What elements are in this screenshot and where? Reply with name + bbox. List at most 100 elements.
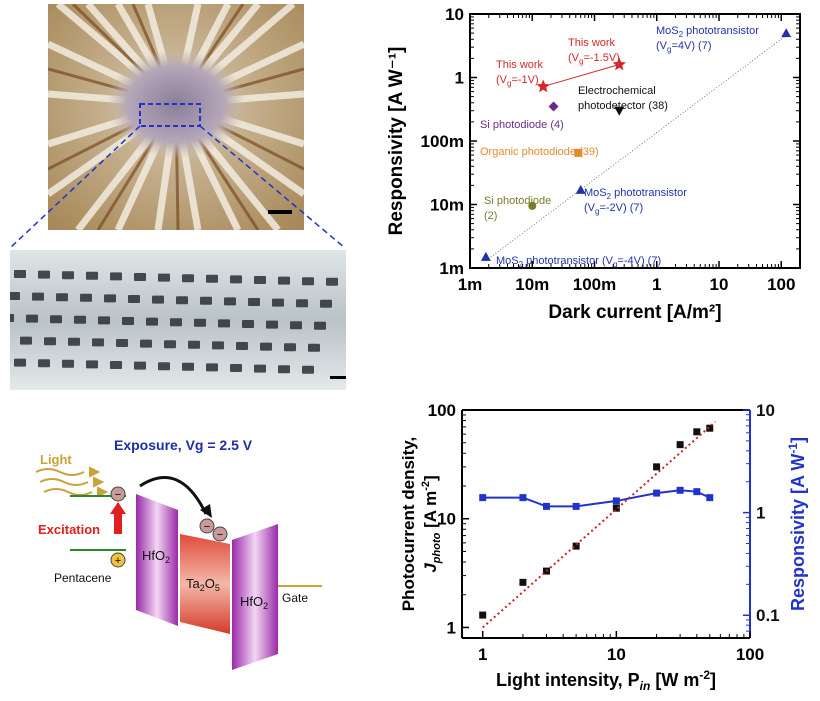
point-mos2-vg-2v — [575, 184, 586, 194]
chart2-y-right-tick: 1 — [756, 504, 765, 523]
svg-text:Ta2O5: Ta2O5 — [186, 576, 220, 593]
chart1-x-tick: 10m — [515, 275, 549, 294]
svg-text:MoS2 phototransistor (Vg=-4V): MoS2 phototransistor (Vg=-4V) (7) — [496, 255, 661, 269]
gate-label: Gate — [282, 591, 308, 605]
chart1-x-tick: 1 — [652, 275, 661, 294]
chart2-y-right-label: Responsivity [A W-1] — [786, 437, 808, 611]
trapped-electron-1 — [199, 518, 215, 534]
zoom-photo-image — [0, 250, 346, 390]
zoom-lines — [9, 125, 346, 249]
svg-text:(Vg=4V) (7): (Vg=4V) (7) — [656, 40, 712, 54]
photocurrent-point — [479, 611, 487, 619]
svg-text:−: − — [115, 489, 121, 501]
chart1-x-label: Dark current [A/m²] — [548, 302, 721, 323]
svg-text:Jphoto [A m-2]: Jphoto [A m-2] — [420, 475, 443, 572]
chart2-y-right-tick: 0.1 — [756, 606, 780, 625]
responsivity-point — [653, 489, 661, 497]
point-si-photodiode-4 — [548, 101, 559, 112]
chart1-y-tick: 100m — [421, 132, 464, 151]
responsivity-point — [479, 494, 487, 502]
chart1-y-label: Responsivity [A W⁻¹] — [386, 47, 407, 236]
chart2-y-left-tick: 10 — [437, 510, 456, 529]
zoom-box — [139, 103, 201, 127]
chart1-y-tick: 10m — [430, 196, 464, 215]
scale-bar-top — [268, 210, 292, 214]
photocurrent-point — [706, 424, 714, 432]
chart1-trend-line — [485, 35, 787, 262]
electron — [110, 486, 126, 502]
ta2o5-block — [180, 534, 230, 634]
responsivity-line — [482, 489, 711, 508]
photocurrent-point — [612, 504, 620, 512]
organic-label: Organic photodiode (39) — [480, 146, 599, 158]
photocurrent-point — [519, 578, 527, 586]
svg-text:−: − — [204, 521, 210, 533]
chart1-x-tick: 100m — [573, 275, 616, 294]
chart2-y-right-tick: 10 — [756, 401, 775, 420]
chart2-y-left-tick: 1 — [447, 618, 456, 637]
chart2-y-left-tick: 100 — [428, 401, 456, 420]
chart2-x-tick: 10 — [607, 645, 626, 664]
this-work-1.5v-label: This work (Vg=-1.5V) — [568, 37, 620, 66]
point-electrochemical-photodetector — [614, 106, 625, 116]
responsivity-point — [519, 494, 527, 502]
array-photo — [45, 1, 307, 233]
scale-bar-bottom — [330, 376, 346, 379]
chart2-y-left-label: Photocurrent density, Jphoto [A m-2] — [399, 437, 443, 611]
this-work-1v-label: This work (Vg=-1V) — [496, 59, 544, 88]
photocurrent-point — [653, 463, 661, 471]
point-this-work-vg-1.5v — [612, 57, 626, 71]
trapped-electron-2 — [212, 526, 228, 542]
chart1-y-tick: 10 — [445, 5, 464, 24]
electrochem-label: Electrochemical photodetector (38) — [578, 85, 668, 112]
photocurrent-point — [693, 428, 701, 436]
mos2-2v-label: MoS2 phototransistor(Vg=-2V) (7) — [584, 187, 687, 216]
chart1-x-tick: 10 — [710, 275, 729, 294]
svg-text:HfO2: HfO2 — [142, 548, 170, 565]
hole — [110, 552, 126, 568]
this-work-connector — [543, 64, 620, 88]
excitation-arrow — [114, 512, 122, 534]
band-diagram: Light Exposure, Vg = 2.5 V − + Excitatio… — [30, 430, 330, 670]
pentacene-label: Pentacene — [54, 571, 112, 585]
array-photo-image — [45, 1, 307, 233]
svg-text:MoS2 phototransistor: MoS2 phototransistor — [656, 25, 759, 39]
svg-text:(Vg=-1V): (Vg=-1V) — [496, 74, 539, 88]
svg-text:−: − — [217, 529, 223, 541]
svg-text:Organic photodiode (39): Organic photodiode (39) — [480, 146, 599, 158]
svg-text:MoS2 phototransistor: MoS2 phototransistor — [584, 187, 687, 201]
svg-text:Si photodiode: Si photodiode — [484, 195, 551, 207]
svg-text:This work: This work — [568, 37, 616, 49]
light-arrows — [35, 466, 109, 498]
svg-text:This work: This work — [496, 59, 544, 71]
mos2-high-label: MoS2 phototransistor(Vg=4V) (7) — [656, 25, 759, 54]
svg-text:Electrochemical: Electrochemical — [578, 85, 656, 97]
responsivity-point — [572, 502, 580, 510]
photocurrent-point — [676, 441, 684, 449]
responsivity-chart: 1m 10m 100m 1 10 100 1m 10m 100m 1 10 Dark current … — [360, 0, 820, 340]
point-mos2-vg4v-high — [781, 28, 792, 38]
chart2-x-label: Light intensity, Pin [W m-2] — [496, 668, 716, 693]
si4-label: Si photodiode (4) — [480, 119, 564, 131]
chart2-x-tick: 100 — [736, 645, 764, 664]
point-mos2-vg-4v-low — [480, 251, 491, 261]
svg-text:+: + — [115, 555, 121, 567]
svg-text:(Vg=-2V) (7): (Vg=-2V) (7) — [584, 202, 643, 216]
chart1-x-tick: 100 — [767, 275, 795, 294]
responsivity-point — [693, 488, 701, 496]
svg-text:Si photodiode (4): Si photodiode (4) — [480, 119, 564, 131]
si2-label: Si photodiode (2) — [484, 195, 551, 222]
chart2-x-tick: 1 — [478, 645, 487, 664]
responsivity-point — [676, 486, 684, 494]
svg-text:photodetector (38): photodetector (38) — [578, 100, 668, 112]
point-si-photodiode-2 — [528, 201, 537, 210]
hfo2-right-block — [232, 524, 278, 670]
excitation-label: Excitation — [38, 522, 100, 537]
chart1-x-tick: 1m — [458, 275, 483, 294]
exposure-label: Exposure, Vg = 2.5 V — [114, 437, 253, 453]
chart1-y-tick: 1m — [439, 259, 464, 278]
light-label: Light — [40, 452, 72, 467]
point-this-work-vg-1v — [536, 79, 550, 93]
tunnel-arrow — [139, 476, 208, 515]
chart1-frame — [469, 13, 801, 269]
